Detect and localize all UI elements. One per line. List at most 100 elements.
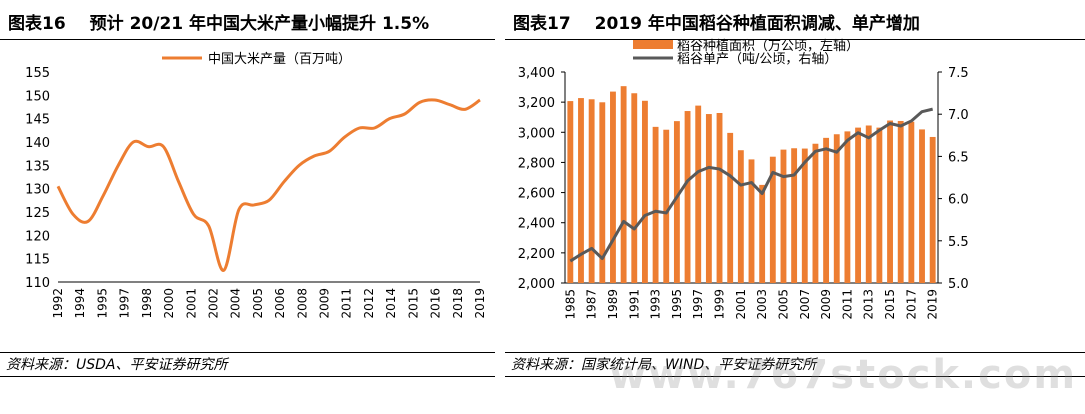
figure-header: 图表16 预计 20/21 年中国大米产量小幅提升 1.5% xyxy=(8,9,429,34)
y-tick-label: 135 xyxy=(25,159,50,174)
area-bar xyxy=(855,127,862,283)
y-tick-label: 130 xyxy=(25,183,50,198)
x-tick-label: 2004 xyxy=(229,288,243,319)
x-tick-label: 2014 xyxy=(384,288,398,319)
area-bar xyxy=(631,93,638,283)
x-tick-label: 1995 xyxy=(95,288,109,319)
area-bar xyxy=(823,137,830,283)
x-tick-label: 2007 xyxy=(798,289,812,320)
figure-number: 图表16 xyxy=(8,14,66,34)
area-bar xyxy=(716,112,723,283)
y-left-tick-label: 2,600 xyxy=(518,187,555,202)
legend-label-area: 稻谷种植面积（万公顷，左轴） xyxy=(677,39,859,54)
y-tick-label: 115 xyxy=(25,253,50,268)
x-tick-label: 2001 xyxy=(734,289,748,320)
legend-swatch-area xyxy=(633,40,673,49)
area-bar xyxy=(727,132,734,283)
x-tick-label: 2011 xyxy=(840,289,854,320)
y-tick-label: 110 xyxy=(25,276,50,291)
source-note: 资料来源：国家统计局、WIND、平安证券研究所 xyxy=(511,357,817,373)
x-tick-label: 1987 xyxy=(585,289,599,320)
area-bar xyxy=(578,98,584,283)
x-tick-label: 1993 xyxy=(649,289,663,320)
y-left-tick-label: 2,400 xyxy=(518,217,555,232)
area-bar xyxy=(673,121,680,283)
x-tick-label: 2018 xyxy=(451,288,465,319)
area-bar xyxy=(876,127,883,283)
y-right-tick-label: 6.0 xyxy=(948,193,969,208)
area-bar xyxy=(641,100,648,283)
footer-rule-bottom xyxy=(0,376,495,377)
watermark-text: www.767stock.com xyxy=(609,352,1077,398)
x-tick-label: 2017 xyxy=(904,289,918,320)
yield-line xyxy=(569,107,934,263)
figure-title: 2019 年中国稻谷种植面积调减、单产增加 xyxy=(594,14,920,34)
area-bar xyxy=(748,159,755,283)
y-tick-label: 155 xyxy=(25,66,50,81)
x-tick-label: 1989 xyxy=(606,289,620,320)
x-tick-label: 1991 xyxy=(627,289,641,320)
x-tick-label: 2011 xyxy=(340,288,354,319)
area-bar xyxy=(897,120,904,283)
y-left-tick-label: 2,800 xyxy=(518,156,555,171)
x-tick-label: 1998 xyxy=(140,288,154,319)
y-tick-label: 150 xyxy=(25,89,50,104)
x-tick-label: 2002 xyxy=(206,288,220,319)
area-bar xyxy=(588,99,595,283)
area-bar xyxy=(908,121,915,283)
area-bar xyxy=(769,156,776,283)
x-tick-label: 2009 xyxy=(819,289,833,320)
x-tick-label: 2019 xyxy=(473,288,487,319)
rice-area-yield-chart: 稻谷种植面积（万公顷，左轴）稻谷单产（吨/公顷，右轴） 2,000 2,200 2,4… xyxy=(518,39,969,320)
panel-rice-production: 图表16 预计 20/21 年中国大米产量小幅提升 1.5% 中国大米产量（百万吨… xyxy=(0,0,495,414)
area-bar xyxy=(812,143,819,283)
x-tick-label: 2012 xyxy=(362,288,376,319)
y-left-tick-label: 2,000 xyxy=(518,277,555,292)
area-bar xyxy=(695,105,702,283)
production-line xyxy=(56,98,481,272)
area-bar xyxy=(833,134,840,283)
x-tick-label: 2015 xyxy=(883,289,897,320)
y-right-tick-label: 7.5 xyxy=(948,66,969,81)
area-bar xyxy=(929,136,936,283)
area-bar xyxy=(919,129,925,283)
x-tick-label: 2016 xyxy=(429,288,443,319)
header-rule xyxy=(0,39,495,40)
footer-rule-bottom xyxy=(505,376,1085,377)
y-left-tick-label: 3,200 xyxy=(518,96,555,111)
x-tick-label: 2005 xyxy=(776,289,790,320)
area-bar xyxy=(844,131,851,283)
legend-label-yield: 稻谷单产（吨/公顷，右轴） xyxy=(677,52,837,67)
figure-header: 图表17 2019 年中国稻谷种植面积调减、单产增加 xyxy=(513,9,920,34)
area-bar xyxy=(759,184,766,283)
area-bar xyxy=(737,150,744,283)
x-tick-label: 1997 xyxy=(118,288,132,319)
area-bar xyxy=(780,149,787,283)
area-bar xyxy=(567,101,574,283)
source-note: 资料来源：USDA、平安证券研究所 xyxy=(6,357,228,373)
y-tick-label: 120 xyxy=(25,229,50,244)
figure-title: 预计 20/21 年中国大米产量小幅提升 1.5% xyxy=(89,14,430,34)
y-tick-label: 145 xyxy=(25,113,50,128)
x-tick-label: 1985 xyxy=(563,289,577,320)
y-right-tick-label: 5.0 xyxy=(948,277,969,292)
x-tick-label: 2019 xyxy=(926,289,940,320)
x-tick-label: 2001 xyxy=(184,288,198,319)
y-right-tick-label: 7.0 xyxy=(948,108,969,123)
area-bar xyxy=(684,111,691,283)
x-tick-label: 2013 xyxy=(862,289,876,320)
area-bar xyxy=(801,148,808,283)
y-left-tick-label: 3,400 xyxy=(518,66,555,81)
x-tick-label: 2006 xyxy=(273,288,287,319)
x-tick-label: 1994 xyxy=(73,288,87,319)
y-tick-label: 140 xyxy=(25,136,50,151)
area-bar xyxy=(887,120,893,283)
area-bar xyxy=(791,148,798,283)
x-tick-label: 2005 xyxy=(251,288,265,319)
x-tick-label: 1992 xyxy=(51,288,65,319)
footer-rule xyxy=(0,352,495,353)
y-right-tick-label: 5.5 xyxy=(948,235,969,250)
legend-label: 中国大米产量（百万吨） xyxy=(208,52,351,67)
x-tick-label: 2009 xyxy=(318,288,332,319)
y-left-tick-label: 3,000 xyxy=(518,126,555,141)
